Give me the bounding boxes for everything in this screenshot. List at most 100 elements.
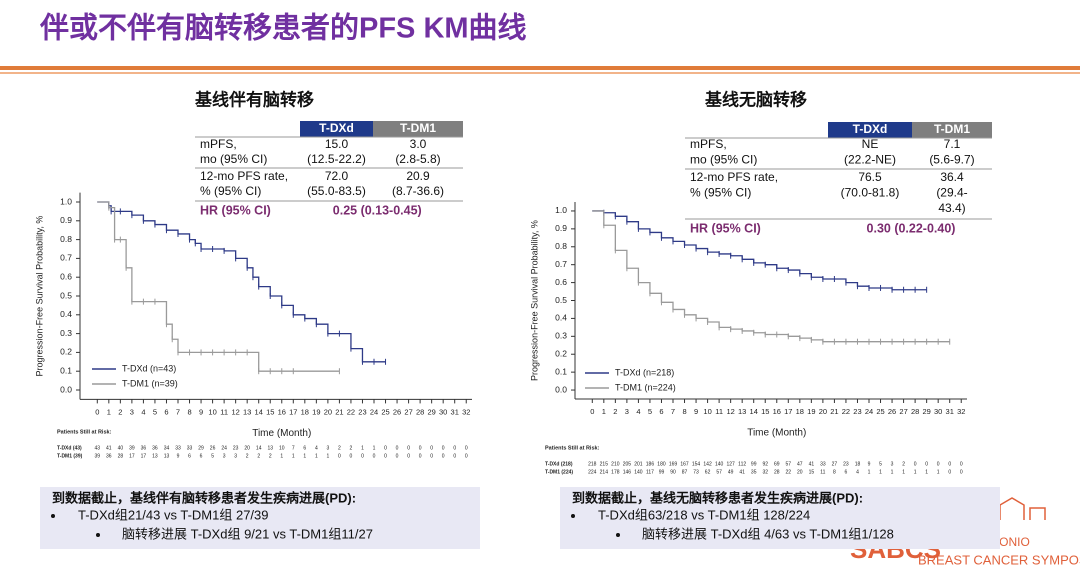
x-tick-label: 1 [107,407,111,416]
at-risk-count: 0 [384,445,387,451]
y-tick-label: 0.5 [60,290,72,300]
bullet [51,514,55,518]
x-tick-label: 22 [347,407,355,416]
at-risk-count: 4 [315,445,318,451]
at-risk-count: 2 [350,445,353,451]
at-risk-count: 127 [726,461,735,467]
at-risk-count: 8 [833,469,836,475]
y-tick-label: 0.3 [555,331,567,341]
x-tick-label: 28 [911,407,919,416]
at-risk-count: 2 [257,453,260,459]
at-risk-count: 180 [657,461,666,467]
at-risk-count: 73 [693,469,699,475]
x-tick-label: 9 [199,407,203,416]
y-tick-label: 0.0 [60,384,72,394]
at-risk-count: 201 [634,461,643,467]
table-cell: 20.9 [406,169,430,183]
table-cell: (8.7-36.6) [392,184,444,198]
at-risk-count: 5 [879,461,882,467]
x-tick-label: 2 [613,407,617,416]
x-tick-label: 23 [853,407,861,416]
at-risk-count: 117 [646,469,654,475]
at-risk-count: 20 [244,445,250,451]
x-tick-label: 30 [439,407,447,416]
x-tick-label: 9 [694,407,698,416]
x-tick-label: 27 [899,407,907,416]
hr-value: 0.30 (0.22-0.40) [867,221,956,235]
table-cell: (29.4- [936,186,967,200]
legend-label: T-DM1 (n=224) [615,382,676,392]
at-risk-count: 1 [326,453,329,459]
at-risk-count: 49 [728,469,734,475]
at-risk-count: 33 [820,461,826,467]
x-tick-label: 32 [957,407,965,416]
at-risk-count: 0 [453,453,456,459]
y-tick-label: 0.2 [60,347,72,357]
at-risk-count: 36 [141,445,147,451]
note-item: T-DXd组63/218 vs T-DM1组 128/224 [598,507,810,522]
y-tick-label: 0.5 [555,295,567,305]
at-risk-count: 0 [948,461,951,467]
at-risk-count: 1 [373,445,376,451]
at-risk-count: 29 [198,445,204,451]
x-tick-label: 8 [682,407,686,416]
at-risk-count: 1 [902,469,905,475]
at-risk-count: 0 [442,445,445,451]
at-risk-count: 6 [845,469,848,475]
at-risk-count: 0 [384,453,387,459]
at-risk-count: 7 [292,445,295,451]
logo-line: BREAST CANCER SYMPOSIUM [918,552,1080,567]
table-header-cell [373,121,463,137]
at-risk-count: 0 [407,445,410,451]
km-curve [97,201,340,372]
y-tick-label: 0.7 [60,253,72,263]
table-cell: (2.8-5.8) [395,152,440,166]
x-tick-label: 0 [95,407,99,416]
x-tick-label: 10 [208,407,216,416]
x-tick-label: 3 [130,407,134,416]
x-axis-label: Time (Month) [747,428,806,439]
x-tick-label: 29 [922,407,930,416]
y-tick-label: 0.4 [555,313,567,323]
table-header-cell [912,122,992,138]
at-risk-count: 99 [659,469,665,475]
at-risk-count: 1 [925,469,928,475]
at-risk-count: 43 [95,445,101,451]
at-risk-count: 1 [280,453,283,459]
at-risk-count: 1 [891,469,894,475]
x-tick-label: 26 [888,407,896,416]
at-risk-count: 22 [786,469,792,475]
table-cell: 3.0 [410,137,427,151]
at-risk-count: 167 [680,461,689,467]
at-risk-count: 0 [338,453,341,459]
at-risk-count: 27 [832,461,838,467]
at-risk-count: 33 [175,445,181,451]
hr-label: HR (95% CI) [690,221,761,235]
at-risk-count: 6 [188,453,191,459]
x-tick-label: 6 [164,407,168,416]
at-risk-count: 13 [267,445,273,451]
x-tick-label: 25 [876,407,884,416]
table-cell: 36.4 [940,170,964,184]
at-risk-count: 39 [129,445,135,451]
at-risk-count: 14 [256,445,262,451]
at-risk-count: 9 [868,461,871,467]
at-risk-count: 11 [820,469,825,475]
x-tick-label: 15 [761,407,769,416]
table-header: T-DM1 [934,122,970,136]
at-risk-label: T-DXd (43) [57,445,82,451]
x-tick-label: 5 [153,407,157,416]
divider [0,66,1080,70]
at-risk-count: 15 [809,469,815,475]
at-risk-count: 99 [751,461,757,467]
at-risk-count: 23 [843,461,849,467]
x-tick-label: 24 [865,407,873,416]
legend-label: T-DM1 (n=39) [122,378,178,388]
bullet [616,533,620,537]
x-tick-label: 16 [773,407,781,416]
at-risk-count: 9 [177,453,180,459]
table-row-label: % (95% CI) [690,186,751,200]
at-risk-count: 1 [315,453,318,459]
at-risk-count: 57 [786,461,792,467]
